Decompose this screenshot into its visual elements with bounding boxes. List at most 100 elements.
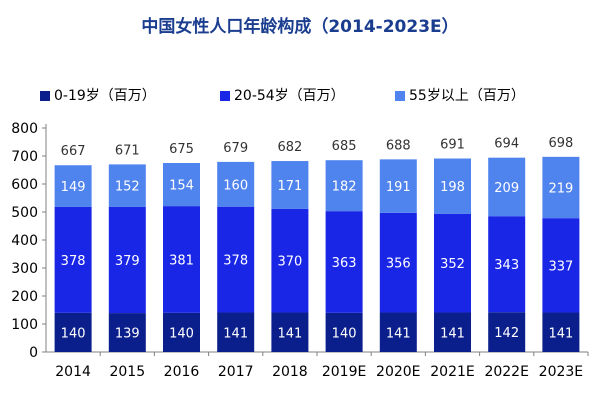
- bar-segment: [217, 206, 255, 313]
- bar-segment: [54, 206, 92, 313]
- bar-segment: [488, 157, 526, 217]
- bar-segment: [271, 161, 309, 209]
- segment-value-label: 160: [223, 178, 248, 193]
- bar-segment: [488, 312, 526, 352]
- legend: 0-19岁（百万） 20-54岁（百万） 55岁以上（百万）: [40, 85, 600, 104]
- bar-segment: [108, 206, 146, 314]
- bar-segment: [488, 216, 526, 313]
- bar-segment: [325, 312, 363, 352]
- total-value-label: 679: [223, 141, 248, 156]
- axes: 0 100 200 300 400 500 600 700 800 2014 2015 2016 201…: [11, 121, 589, 380]
- legend-swatch-0-19: [40, 91, 50, 101]
- y-tick-label: 0: [29, 345, 38, 361]
- segment-value-label: 171: [277, 179, 302, 194]
- bar-segment: [54, 165, 92, 207]
- y-tick-label: 700: [11, 149, 38, 165]
- bar-segment: [434, 158, 471, 214]
- x-tick-label: 2016: [164, 364, 200, 380]
- segment-value-label: 352: [440, 257, 465, 272]
- bar-segment: [542, 218, 580, 313]
- segment-value-label: 343: [494, 258, 519, 273]
- total-value-label: 675: [169, 142, 194, 157]
- segment-value-label: 363: [332, 256, 357, 271]
- total-value-label: 685: [332, 139, 357, 154]
- segment-value-label: 379: [115, 254, 140, 269]
- segment-value-label: 337: [548, 259, 573, 274]
- segment-value-label: 191: [386, 180, 411, 195]
- segment-value-label: 140: [332, 326, 357, 341]
- segment-value-label: 139: [115, 327, 140, 342]
- bar-segment: [108, 313, 146, 352]
- legend-item-55plus: 55岁以上（百万）: [395, 85, 525, 104]
- segment-value-label: 149: [61, 180, 86, 195]
- chart-title: 中国女性人口年龄构成（2014-2023E）: [141, 17, 459, 37]
- x-tick-label: 2014: [55, 364, 91, 380]
- bar-segment: [54, 312, 92, 352]
- bar-segment: [163, 206, 200, 313]
- x-tick-label: 2018: [272, 364, 308, 380]
- segment-value-label: 141: [277, 326, 302, 341]
- bar-segment: [379, 159, 417, 213]
- segment-value-label: 370: [277, 255, 302, 270]
- segment-value-label: 141: [548, 326, 573, 341]
- legend-item-20-54: 20-54岁（百万）: [220, 85, 345, 104]
- x-tick-label: 2023E: [539, 364, 583, 380]
- legend-item-0-19: 0-19岁（百万）: [40, 85, 156, 104]
- y-tick-label: 500: [11, 205, 38, 221]
- segment-value-label: 141: [440, 326, 465, 341]
- segment-value-label: 141: [223, 326, 248, 341]
- y-tick-label: 100: [11, 317, 38, 333]
- segment-value-label: 141: [386, 326, 411, 341]
- bar-segment: [108, 164, 146, 207]
- bar-segment: [271, 312, 309, 352]
- x-tick-label: 2022E: [484, 364, 528, 380]
- segment-value-label: 219: [548, 182, 573, 197]
- legend-swatch-20-54: [220, 91, 230, 101]
- segment-value-label: 198: [440, 180, 465, 195]
- x-tick-label: 2020E: [376, 364, 420, 380]
- x-tick-label: 2021E: [430, 364, 474, 380]
- bar-segment: [163, 312, 200, 352]
- x-tick-label: 2019E: [322, 364, 366, 380]
- segment-value-label: 356: [386, 257, 411, 272]
- y-tick-label: 600: [11, 177, 38, 193]
- bar-segment: [217, 312, 255, 352]
- bar-segment: [271, 208, 309, 313]
- total-value-label: 691: [440, 138, 465, 153]
- segment-value-label: 152: [115, 180, 140, 195]
- segment-value-label: 378: [223, 254, 248, 269]
- bar-segment: [434, 213, 471, 313]
- segment-value-label: 142: [494, 326, 519, 341]
- bar-segment: [325, 211, 363, 313]
- bar-segment: [542, 312, 580, 352]
- bar-segment: [217, 161, 255, 207]
- legend-label-0-19: 0-19岁（百万）: [54, 88, 156, 104]
- segment-value-label: 140: [169, 326, 194, 341]
- bar-segment: [379, 312, 417, 352]
- legend-swatch-55plus: [395, 91, 405, 101]
- total-value-label: 688: [386, 138, 411, 153]
- legend-label-55plus: 55岁以上（百万）: [409, 88, 525, 104]
- x-tick-label: 2015: [109, 364, 145, 380]
- segment-value-label: 381: [169, 253, 194, 268]
- bar-segment: [325, 160, 363, 212]
- y-tick-label: 200: [11, 289, 38, 305]
- y-tick-label: 400: [11, 233, 38, 249]
- total-value-label: 698: [548, 136, 573, 151]
- total-value-label: 694: [494, 137, 519, 152]
- total-value-label: 667: [61, 144, 86, 159]
- x-tick-label: 2017: [218, 364, 254, 380]
- total-value-label: 682: [277, 140, 302, 155]
- total-value-label: 671: [115, 143, 140, 158]
- segment-value-label: 378: [61, 254, 86, 269]
- bar-segment: [434, 312, 471, 352]
- segment-value-label: 209: [494, 181, 519, 196]
- segment-value-label: 182: [332, 180, 357, 195]
- y-tick-label: 800: [11, 121, 38, 137]
- legend-label-20-54: 20-54岁（百万）: [234, 88, 345, 104]
- bar-segment: [163, 163, 200, 207]
- bar-segment: [379, 212, 417, 313]
- y-tick-label: 300: [11, 261, 38, 277]
- bar-segment: [542, 156, 580, 219]
